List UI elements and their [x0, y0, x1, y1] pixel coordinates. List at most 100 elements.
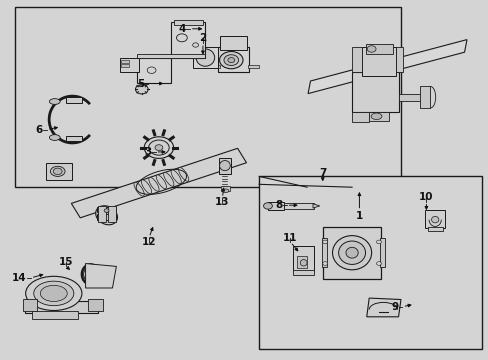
Polygon shape — [293, 246, 313, 271]
Ellipse shape — [322, 240, 327, 244]
Polygon shape — [215, 65, 220, 68]
Ellipse shape — [144, 137, 173, 158]
Bar — [15, 7, 400, 187]
Polygon shape — [88, 299, 102, 311]
Text: 2: 2 — [199, 33, 206, 43]
Polygon shape — [248, 65, 259, 68]
Ellipse shape — [370, 113, 381, 120]
Polygon shape — [32, 311, 78, 319]
Ellipse shape — [227, 58, 234, 63]
Polygon shape — [419, 86, 429, 108]
Polygon shape — [312, 204, 319, 208]
Ellipse shape — [34, 281, 74, 306]
Ellipse shape — [322, 262, 327, 265]
Ellipse shape — [53, 168, 62, 175]
Bar — [283, 203, 313, 209]
Polygon shape — [322, 227, 381, 279]
Polygon shape — [25, 301, 98, 313]
Ellipse shape — [104, 209, 109, 212]
Ellipse shape — [192, 43, 198, 47]
Polygon shape — [351, 72, 398, 112]
Bar — [365, 44, 392, 54]
Polygon shape — [351, 112, 368, 122]
Polygon shape — [307, 40, 466, 94]
Polygon shape — [137, 58, 171, 83]
Polygon shape — [267, 202, 283, 210]
Ellipse shape — [163, 172, 174, 186]
Bar — [121, 64, 128, 67]
Ellipse shape — [147, 67, 156, 73]
Ellipse shape — [49, 135, 60, 140]
Ellipse shape — [430, 216, 438, 223]
Text: 9: 9 — [390, 302, 398, 312]
Ellipse shape — [49, 99, 60, 104]
Polygon shape — [219, 158, 230, 174]
Ellipse shape — [366, 46, 375, 52]
Bar — [121, 60, 128, 63]
Polygon shape — [66, 136, 82, 141]
Ellipse shape — [219, 161, 230, 171]
Polygon shape — [98, 206, 105, 222]
Ellipse shape — [40, 285, 67, 302]
Polygon shape — [71, 148, 246, 218]
Ellipse shape — [155, 145, 163, 150]
Polygon shape — [220, 36, 246, 50]
Polygon shape — [173, 20, 203, 25]
Polygon shape — [217, 47, 249, 72]
Polygon shape — [137, 54, 205, 58]
Polygon shape — [293, 270, 313, 275]
Polygon shape — [46, 163, 72, 180]
Ellipse shape — [148, 177, 159, 191]
Bar — [259, 176, 481, 349]
Text: 11: 11 — [283, 233, 297, 243]
Text: 7: 7 — [318, 168, 326, 178]
Polygon shape — [351, 47, 361, 72]
Polygon shape — [380, 238, 385, 267]
Polygon shape — [107, 206, 116, 222]
Polygon shape — [425, 210, 444, 228]
Ellipse shape — [300, 260, 306, 266]
Polygon shape — [97, 207, 116, 212]
Polygon shape — [361, 47, 395, 76]
Text: 10: 10 — [418, 192, 433, 202]
Ellipse shape — [135, 85, 148, 94]
Polygon shape — [368, 112, 388, 121]
Polygon shape — [193, 47, 217, 68]
Ellipse shape — [338, 241, 365, 264]
Bar — [297, 256, 306, 268]
Ellipse shape — [263, 203, 272, 209]
Ellipse shape — [148, 140, 169, 155]
Ellipse shape — [345, 247, 357, 258]
Polygon shape — [427, 227, 442, 231]
Polygon shape — [23, 299, 37, 311]
Text: 14: 14 — [12, 273, 27, 283]
Ellipse shape — [50, 166, 65, 176]
Ellipse shape — [134, 182, 144, 196]
Text: 13: 13 — [215, 197, 229, 207]
Bar — [221, 186, 229, 191]
Polygon shape — [171, 22, 205, 58]
Text: 6: 6 — [36, 125, 43, 135]
Ellipse shape — [96, 206, 117, 225]
Polygon shape — [395, 47, 403, 72]
Polygon shape — [97, 214, 116, 220]
Text: 1: 1 — [355, 211, 362, 221]
Ellipse shape — [156, 175, 166, 189]
Ellipse shape — [141, 180, 151, 194]
Polygon shape — [120, 58, 139, 72]
Polygon shape — [85, 264, 116, 288]
Ellipse shape — [171, 170, 181, 184]
Text: 15: 15 — [59, 257, 73, 267]
Ellipse shape — [176, 34, 187, 42]
Polygon shape — [321, 238, 326, 267]
Ellipse shape — [196, 49, 214, 66]
Ellipse shape — [376, 240, 381, 244]
Polygon shape — [398, 94, 420, 101]
Ellipse shape — [376, 262, 381, 265]
Text: 4: 4 — [178, 24, 185, 34]
Text: 8: 8 — [275, 200, 282, 210]
Ellipse shape — [219, 51, 243, 69]
Polygon shape — [366, 298, 400, 317]
Text: 12: 12 — [142, 237, 156, 247]
Text: 5: 5 — [137, 78, 144, 89]
